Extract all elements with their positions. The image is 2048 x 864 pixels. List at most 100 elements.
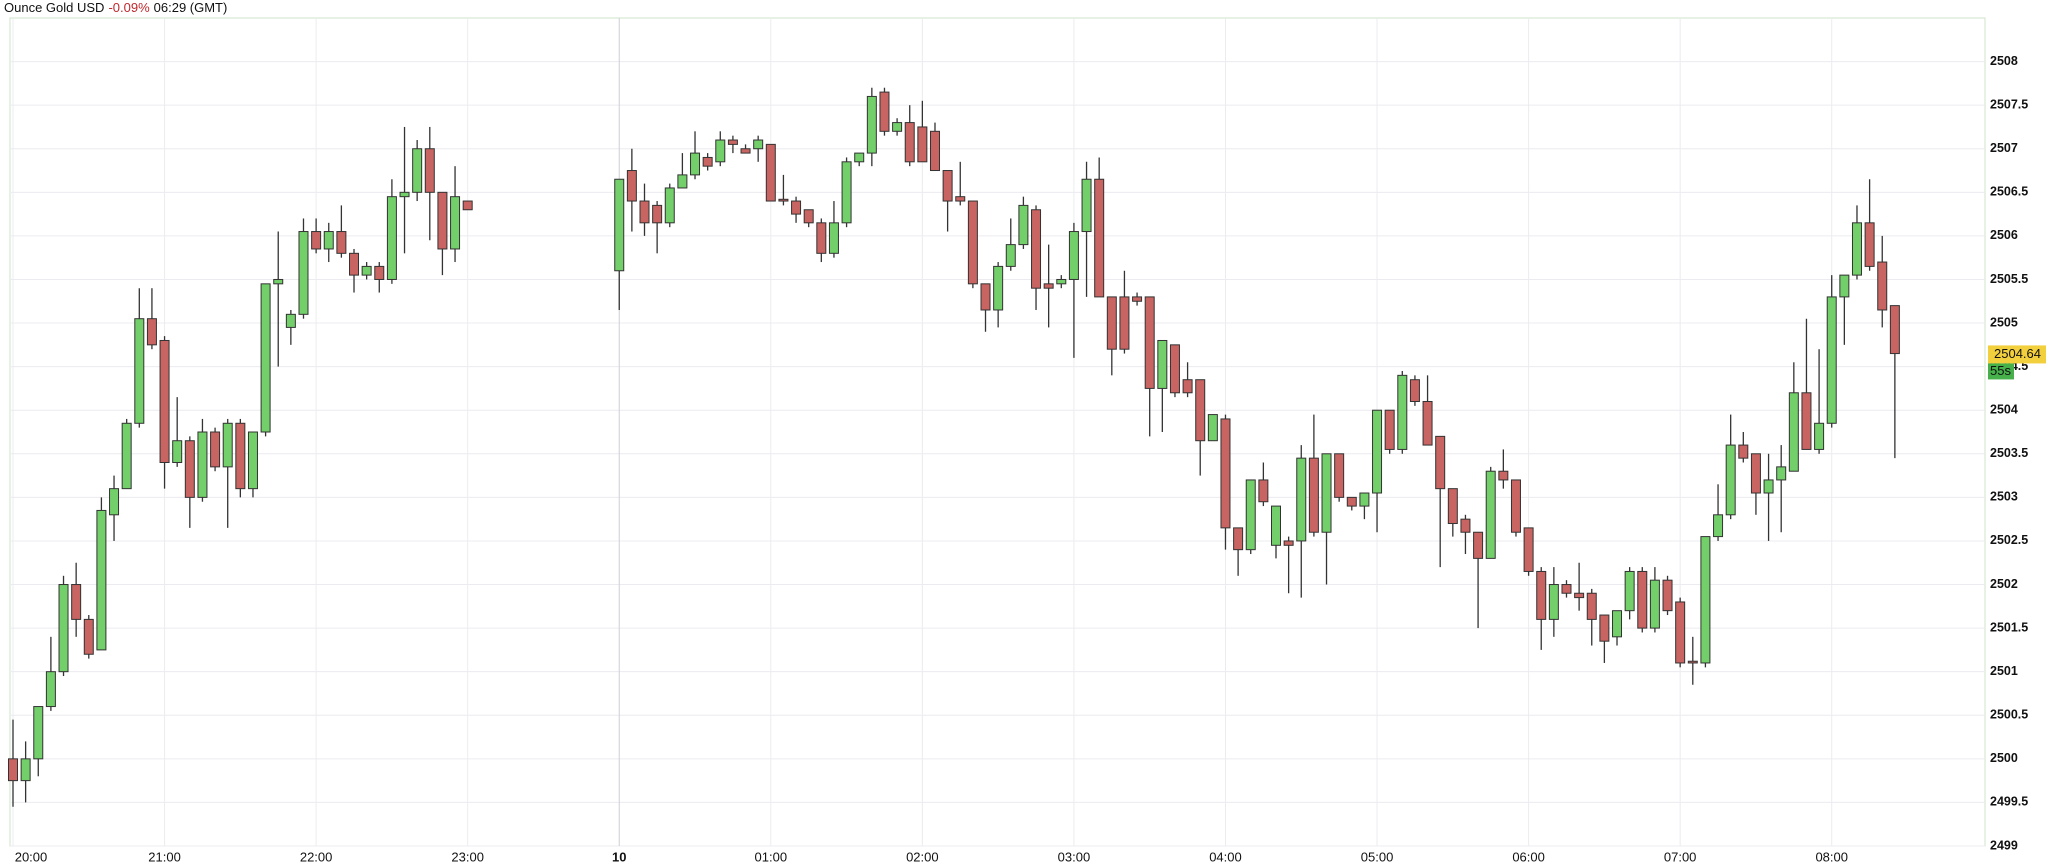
candle-body	[904, 122, 915, 163]
candle-body	[1523, 527, 1534, 572]
y-tick-label: 2507.5	[1990, 97, 2028, 111]
candle-body	[1763, 479, 1774, 494]
candle-body	[1132, 296, 1143, 302]
candle-body	[828, 222, 839, 254]
candle-body	[1586, 592, 1597, 620]
candle-body	[1094, 178, 1105, 298]
candle-body	[1548, 584, 1559, 620]
candle-body	[1157, 339, 1168, 389]
y-tick-label: 2502	[1990, 577, 2018, 591]
candle-body	[652, 204, 663, 224]
candle-body	[437, 191, 448, 250]
x-tick-label: 06:00	[1512, 849, 1545, 864]
candle-body	[727, 139, 738, 145]
y-tick-label: 2505	[1990, 315, 2018, 329]
candle-body	[1296, 457, 1307, 542]
candle-body	[1814, 422, 1825, 450]
candle-body	[1649, 579, 1660, 629]
candle-body	[109, 488, 120, 516]
candle-body	[424, 148, 435, 193]
candle-body	[715, 139, 726, 163]
candle-body	[1447, 488, 1458, 525]
candle-body	[1510, 479, 1521, 533]
candle-body	[1788, 392, 1799, 472]
title: Ounce Gold USD	[4, 0, 105, 15]
change: -0.09%	[108, 0, 150, 15]
candle-body	[121, 422, 132, 490]
x-tick-label: 07:00	[1664, 849, 1697, 864]
candle-body	[222, 422, 233, 468]
candle-body	[740, 148, 751, 154]
candle-body	[816, 222, 827, 254]
candle-body	[866, 95, 877, 154]
candle-body	[1574, 592, 1585, 599]
candle-body	[8, 758, 18, 782]
candle-body	[1182, 379, 1193, 394]
candle-body	[1271, 505, 1281, 546]
candle-body	[1561, 584, 1572, 594]
candle-body	[172, 440, 183, 464]
candle-body	[450, 196, 461, 250]
candle-body	[917, 126, 928, 163]
candle-body	[803, 209, 814, 224]
candle-body	[83, 618, 94, 655]
y-tick-label: 2499.5	[1990, 795, 2028, 809]
candle-body	[399, 191, 410, 198]
candle-body	[323, 231, 334, 250]
candle-body	[134, 318, 145, 424]
candle-body	[197, 431, 208, 498]
candle-body	[1624, 570, 1635, 612]
candle-body	[1498, 470, 1509, 481]
candle-body	[1662, 579, 1673, 612]
candle-body	[1536, 570, 1547, 620]
candle-body	[1599, 614, 1610, 642]
candle-body	[1435, 435, 1446, 490]
candle-body	[1864, 222, 1875, 267]
y-tick-label: 2501.5	[1990, 620, 2028, 634]
candle-body	[690, 152, 701, 176]
candle-body	[993, 265, 1004, 311]
x-tick-label: 08:00	[1815, 849, 1848, 864]
candle-body	[841, 161, 852, 224]
candle-body	[1207, 414, 1218, 442]
candle-body	[929, 130, 940, 172]
candle-body	[298, 231, 309, 315]
candle-body	[1195, 379, 1206, 442]
y-tick-label: 2503	[1990, 490, 2018, 504]
candle-body	[235, 422, 246, 490]
candle-body	[778, 198, 789, 202]
candle-body	[765, 143, 776, 202]
candle-body	[1485, 470, 1496, 559]
candle-body	[336, 231, 347, 254]
candle-body	[879, 91, 890, 132]
candle-body	[361, 265, 372, 276]
y-tick-label: 2500	[1990, 751, 2018, 765]
header: Ounce Gold USD -0.09% 06:29 (GMT)	[4, 0, 231, 16]
y-tick-label: 2506	[1990, 228, 2018, 242]
candle-body	[210, 431, 221, 468]
candle-body	[412, 148, 423, 193]
candle-body	[1460, 518, 1471, 533]
candle-body	[1346, 496, 1357, 507]
candle-body	[1359, 492, 1370, 507]
candle-body	[1308, 457, 1319, 533]
candle-body	[1220, 418, 1231, 529]
y-tick-label: 2501	[1990, 664, 2018, 678]
last-price-box	[1988, 345, 2046, 364]
countdown-box	[1988, 363, 2014, 380]
candle-body	[1422, 400, 1433, 446]
candle-body	[1106, 296, 1117, 350]
candle-body	[1776, 466, 1787, 481]
plot-border	[9, 17, 1986, 847]
candle-body	[1612, 610, 1623, 638]
candle-body	[1056, 278, 1067, 285]
candle-body	[639, 200, 650, 224]
candle-body	[71, 584, 82, 620]
candle-body	[980, 283, 991, 311]
candle-body	[386, 196, 397, 280]
y-tick-label: 2508	[1990, 54, 2018, 68]
candle-body	[942, 170, 953, 202]
candle-body	[33, 706, 44, 760]
y-tick-label: 2503.5	[1990, 446, 2028, 460]
